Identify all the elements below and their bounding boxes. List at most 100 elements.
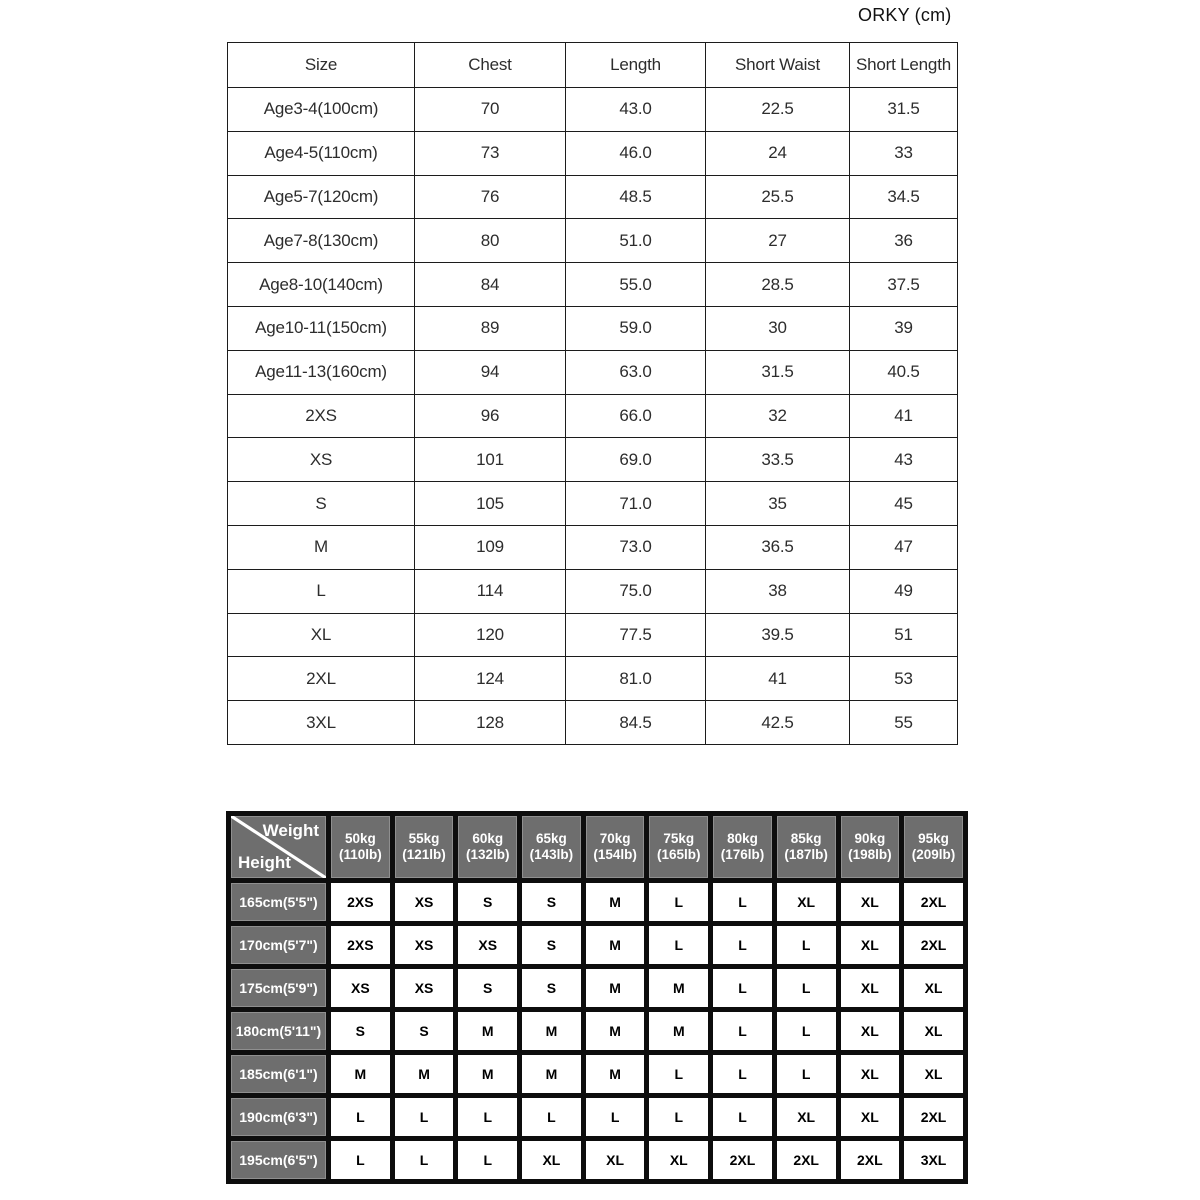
measurement-value-cell: 41 <box>849 393 958 439</box>
size-recommendation-cell: XS <box>331 969 390 1007</box>
size-recommendation-cell: L <box>713 883 772 921</box>
size-table: Size Chest Length Short Waist Short Leng… <box>227 42 958 745</box>
size-table-row: 2XL 124 81.0 41 53 <box>227 656 958 702</box>
size-recommendation-cell: L <box>394 1141 454 1179</box>
measurement-value-cell: 36 <box>849 218 958 264</box>
fit-table-row: 175cm(5'9") XS XS S S M M L L XL XL <box>231 969 963 1007</box>
weight-kg-label: 90kg <box>854 831 886 847</box>
size-recommendation-cell: XL <box>840 969 900 1007</box>
size-recommendation-cell: L <box>776 926 836 964</box>
weight-lb-label: (165lb) <box>657 847 701 862</box>
measurement-value-cell: 69.0 <box>565 437 706 483</box>
weight-column-header: 80kg (176lb) <box>713 816 772 878</box>
size-recommendation-cell: XL <box>904 969 963 1007</box>
size-recommendation-cell: L <box>776 1055 836 1093</box>
measurement-value-cell: 53 <box>849 656 958 702</box>
measurement-value-cell: 35 <box>705 481 850 526</box>
measurement-value-cell: 55 <box>849 700 958 745</box>
size-recommendation-cell: 2XL <box>713 1141 772 1179</box>
size-table-row: Age8-10(140cm) 84 55.0 28.5 37.5 <box>227 262 958 307</box>
size-recommendation-cell: XL <box>904 1012 963 1050</box>
weight-kg-label: 85kg <box>790 831 822 847</box>
measurement-value-cell: 73.0 <box>565 524 706 570</box>
size-table-row: Age4-5(110cm) 73 46.0 24 33 <box>227 130 958 176</box>
size-recommendation-cell: M <box>522 1055 581 1093</box>
size-table-row: Age11-13(160cm) 94 63.0 31.5 40.5 <box>227 349 958 395</box>
column-header-short-length: Short Length <box>849 42 958 88</box>
weight-kg-label: 65kg <box>536 831 567 847</box>
fit-table-row: 195cm(6'5") L L L XL XL XL 2XL 2XL 2XL 3XL <box>231 1141 963 1179</box>
measurement-value-cell: 46.0 <box>565 130 706 176</box>
page-title: ORKY (cm) <box>858 5 952 25</box>
measurement-value-cell: 37.5 <box>849 262 958 307</box>
weight-column-header: 55kg (121lb) <box>394 816 454 878</box>
weight-lb-label: (143lb) <box>529 847 574 862</box>
size-table-row: M 109 73.0 36.5 47 <box>227 524 958 570</box>
measurement-value-cell: 39.5 <box>705 612 850 658</box>
measurement-value-cell: 81.0 <box>565 656 706 702</box>
size-table-row: Age5-7(120cm) 76 48.5 25.5 34.5 <box>227 174 958 220</box>
size-recommendation-cell: S <box>458 883 518 921</box>
size-recommendation-cell: L <box>522 1098 581 1136</box>
size-recommendation-cell: XS <box>394 926 454 964</box>
measurement-value-cell: 120 <box>414 612 566 658</box>
height-row-header: 165cm(5'5") <box>231 883 326 921</box>
column-header-short-waist: Short Waist <box>705 42 850 88</box>
size-recommendation-cell: M <box>585 883 645 921</box>
size-table-row: 3XL 128 84.5 42.5 55 <box>227 700 958 745</box>
size-recommendation-cell: XL <box>649 1141 709 1179</box>
size-recommendation-cell: S <box>394 1012 454 1050</box>
measurement-value-cell: 42.5 <box>705 700 850 745</box>
size-recommendation-cell: M <box>522 1012 581 1050</box>
size-label-cell: Age3-4(100cm) <box>227 87 415 132</box>
measurement-value-cell: 73 <box>414 130 566 176</box>
weight-lb-label: (209lb) <box>911 847 956 862</box>
size-recommendation-cell: L <box>776 969 836 1007</box>
size-table-header-row: Size Chest Length Short Waist Short Leng… <box>227 42 958 88</box>
measurement-value-cell: 43 <box>849 437 958 483</box>
size-label-cell: Age8-10(140cm) <box>227 262 415 307</box>
size-recommendation-cell: L <box>394 1098 454 1136</box>
height-row-header: 170cm(5'7") <box>231 926 326 964</box>
size-label-cell: Age5-7(120cm) <box>227 174 415 220</box>
size-recommendation-cell: L <box>776 1012 836 1050</box>
measurement-value-cell: 128 <box>414 700 566 745</box>
weight-column-header: 90kg (198lb) <box>840 816 900 878</box>
size-label-cell: S <box>227 481 415 526</box>
size-recommendation-cell: L <box>713 1098 772 1136</box>
size-recommendation-cell: 2XS <box>331 926 390 964</box>
size-label-cell: L <box>227 568 415 614</box>
size-recommendation-cell: S <box>331 1012 390 1050</box>
measurement-value-cell: 49 <box>849 568 958 614</box>
fit-table-row: 170cm(5'7") 2XS XS XS S M L L L XL 2XL <box>231 926 963 964</box>
size-label-cell: XL <box>227 612 415 658</box>
column-header-chest: Chest <box>414 42 566 88</box>
size-table-row: S 105 71.0 35 45 <box>227 481 958 526</box>
measurement-value-cell: 51.0 <box>565 218 706 264</box>
size-recommendation-cell: M <box>458 1012 518 1050</box>
measurement-value-cell: 22.5 <box>705 87 850 132</box>
height-row-header: 195cm(6'5") <box>231 1141 326 1179</box>
size-table-row: Age7-8(130cm) 80 51.0 27 36 <box>227 218 958 264</box>
size-label-cell: Age4-5(110cm) <box>227 130 415 176</box>
weight-kg-label: 95kg <box>918 831 949 847</box>
size-recommendation-cell: L <box>585 1098 645 1136</box>
measurement-value-cell: 76 <box>414 174 566 220</box>
measurement-value-cell: 39 <box>849 305 958 351</box>
measurement-value-cell: 36.5 <box>705 524 850 570</box>
size-label-cell: 3XL <box>227 700 415 745</box>
size-recommendation-cell: XL <box>840 883 900 921</box>
measurement-value-cell: 40.5 <box>849 349 958 395</box>
measurement-value-cell: 63.0 <box>565 349 706 395</box>
size-label-cell: Age11-13(160cm) <box>227 349 415 395</box>
measurement-value-cell: 32 <box>705 393 850 439</box>
measurement-value-cell: 45 <box>849 481 958 526</box>
weight-lb-label: (121lb) <box>402 847 446 862</box>
measurement-value-cell: 41 <box>705 656 850 702</box>
size-recommendation-cell: L <box>331 1141 390 1179</box>
weight-column-header: 50kg (110lb) <box>331 816 390 878</box>
measurement-value-cell: 77.5 <box>565 612 706 658</box>
size-recommendation-cell: M <box>649 969 709 1007</box>
size-recommendation-cell: 3XL <box>904 1141 963 1179</box>
